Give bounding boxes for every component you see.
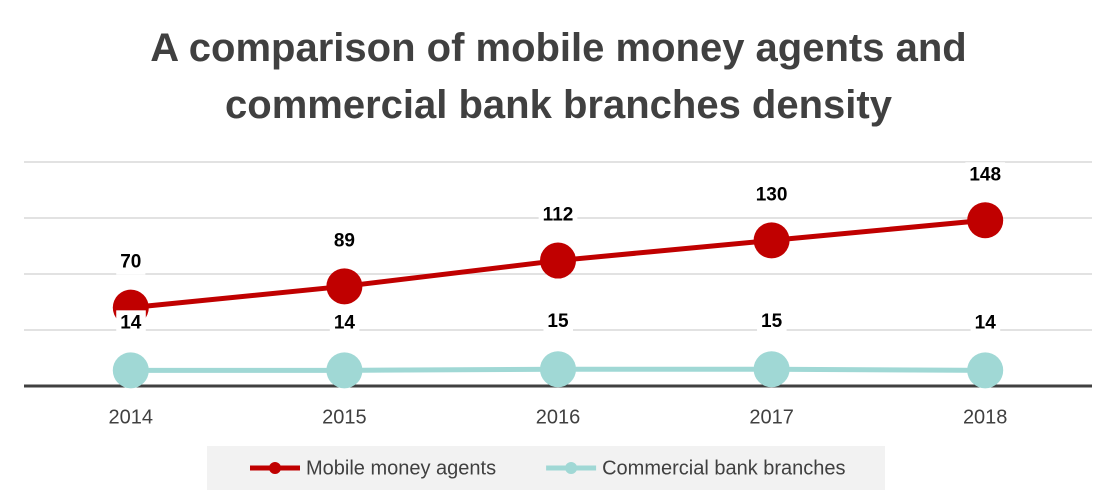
data-label: 70 (120, 252, 141, 273)
x-tick-label: 2017 (749, 406, 794, 428)
data-label: 89 (334, 230, 355, 251)
x-tick-label: 2015 (322, 406, 367, 428)
point (967, 202, 1004, 239)
point (540, 351, 576, 388)
x-tick-label: 2018 (963, 406, 1008, 428)
point (967, 352, 1004, 389)
legend-label: Commercial bank branches (602, 457, 845, 479)
data-label-bg (116, 249, 146, 275)
data-label: 148 (969, 164, 1001, 185)
x-tick-label: 2016 (536, 406, 581, 428)
legend-marker (269, 462, 281, 474)
point (326, 352, 363, 389)
data-label-bg (970, 310, 1001, 336)
data-label: 14 (120, 312, 142, 333)
data-label-bg (751, 182, 792, 208)
point (753, 222, 790, 259)
chart-title: A comparison of mobile money agents and … (150, 26, 967, 127)
data-label-bg (538, 202, 578, 228)
data-label: 15 (761, 311, 783, 332)
data-label: 14 (334, 312, 356, 333)
legend-label: Mobile money agents (306, 457, 496, 479)
data-label: 130 (756, 184, 788, 205)
point (112, 352, 149, 389)
data-label-bg (116, 310, 146, 336)
point (326, 268, 363, 305)
data-label-bg (329, 310, 360, 336)
data-label-bg (543, 309, 573, 335)
point (540, 242, 576, 279)
legend-marker (565, 462, 578, 474)
data-label: 112 (543, 205, 574, 226)
x-tick-label: 2014 (109, 406, 154, 428)
data-label: 15 (547, 311, 569, 332)
point (753, 351, 790, 388)
legend-box (207, 446, 885, 490)
data-label-bg (757, 309, 787, 335)
data-label: 14 (975, 312, 997, 333)
data-label-bg (329, 228, 359, 254)
data-label-bg (965, 162, 1006, 188)
